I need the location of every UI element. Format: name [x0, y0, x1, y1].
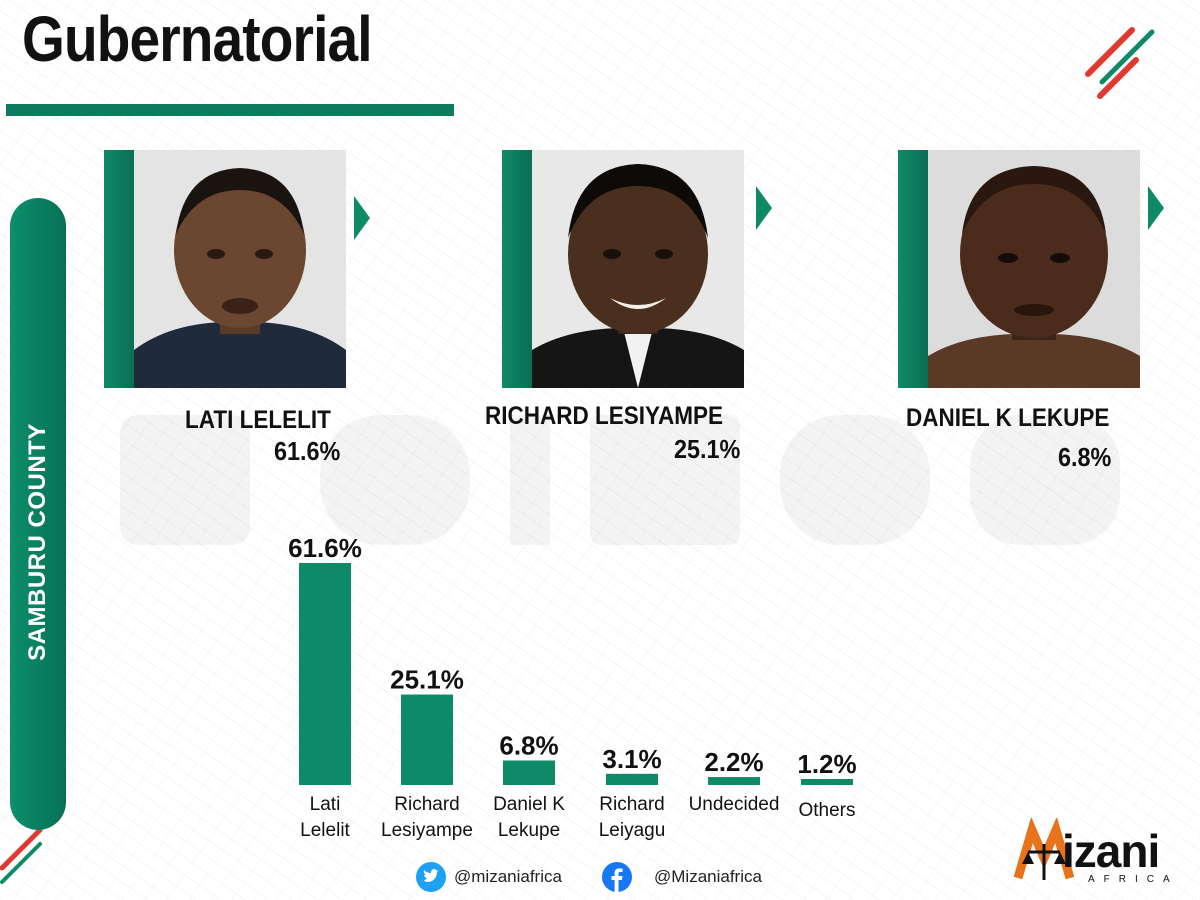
- chart-bar: [299, 563, 351, 785]
- candidate-name: DANIEL K LEKUPE: [906, 404, 1110, 432]
- candidate-accent-bar: [104, 150, 134, 388]
- candidate-photo: [134, 150, 346, 388]
- arrow-right-icon: [756, 186, 772, 230]
- bar-value-label: 25.1%: [390, 665, 464, 695]
- twitter-link[interactable]: @mizaniafrica: [416, 862, 562, 892]
- chart-bar: [708, 777, 760, 785]
- category-label: Lekupe: [498, 820, 560, 841]
- bar-value-label: 2.2%: [704, 747, 763, 777]
- category-label: Lati: [310, 794, 341, 815]
- candidate-portrait-icon: [532, 150, 744, 388]
- chart-bar: [503, 760, 555, 785]
- category-label: Undecided: [689, 794, 780, 815]
- facebook-icon: [602, 862, 632, 892]
- candidate-accent-bar: [898, 150, 928, 388]
- brand-name: izani: [1062, 825, 1160, 877]
- brand-subtitle: AFRICA: [1088, 874, 1179, 885]
- scales-of-justice-icon: [1014, 818, 1074, 880]
- bar-value-label: 1.2%: [797, 749, 856, 779]
- brand-logo: izani AFRICA: [1014, 810, 1194, 890]
- category-label: Lesiyampe: [381, 820, 473, 841]
- chart-bar: [606, 773, 658, 785]
- candidate-name: RICHARD LESIYAMPE: [485, 402, 723, 430]
- category-label: Lelelit: [300, 820, 350, 841]
- bar-value-label: 61.6%: [288, 533, 362, 563]
- candidate-percentage: 25.1%: [674, 434, 741, 464]
- decorative-stripes-icon: [0, 827, 43, 884]
- candidate-percentage: 61.6%: [274, 436, 341, 466]
- candidate-portrait-icon: [928, 150, 1140, 388]
- county-banner: [10, 198, 66, 830]
- category-label: Others: [798, 800, 855, 821]
- page-title: Gubernatorial: [22, 3, 373, 75]
- facebook-link[interactable]: @Mizaniafrica: [602, 862, 762, 892]
- candidate-accent-bar: [502, 150, 532, 388]
- arrow-right-icon: [354, 196, 370, 240]
- category-label: Leiyagu: [599, 820, 666, 841]
- decorative-stripes-icon: [1085, 27, 1155, 99]
- twitter-icon: [416, 862, 446, 892]
- candidate-photo: [928, 150, 1140, 388]
- chart-bar: [401, 694, 453, 785]
- bar-value-label: 6.8%: [499, 730, 558, 760]
- arrow-right-icon: [1148, 186, 1164, 230]
- candidate-percentage: 6.8%: [1058, 442, 1112, 472]
- twitter-handle: @mizaniafrica: [454, 867, 562, 886]
- candidate-portrait-icon: [134, 150, 346, 388]
- category-label: Richard: [394, 794, 459, 815]
- bar-value-label: 3.1%: [602, 744, 661, 774]
- title-underline: [6, 104, 454, 116]
- chart-bar: [801, 779, 853, 785]
- category-label: Daniel K: [493, 794, 565, 815]
- candidate-photo: [532, 150, 744, 388]
- facebook-handle: @Mizaniafrica: [654, 867, 762, 886]
- category-label: Richard: [599, 794, 664, 815]
- candidate-name: LATI LELELIT: [185, 406, 331, 434]
